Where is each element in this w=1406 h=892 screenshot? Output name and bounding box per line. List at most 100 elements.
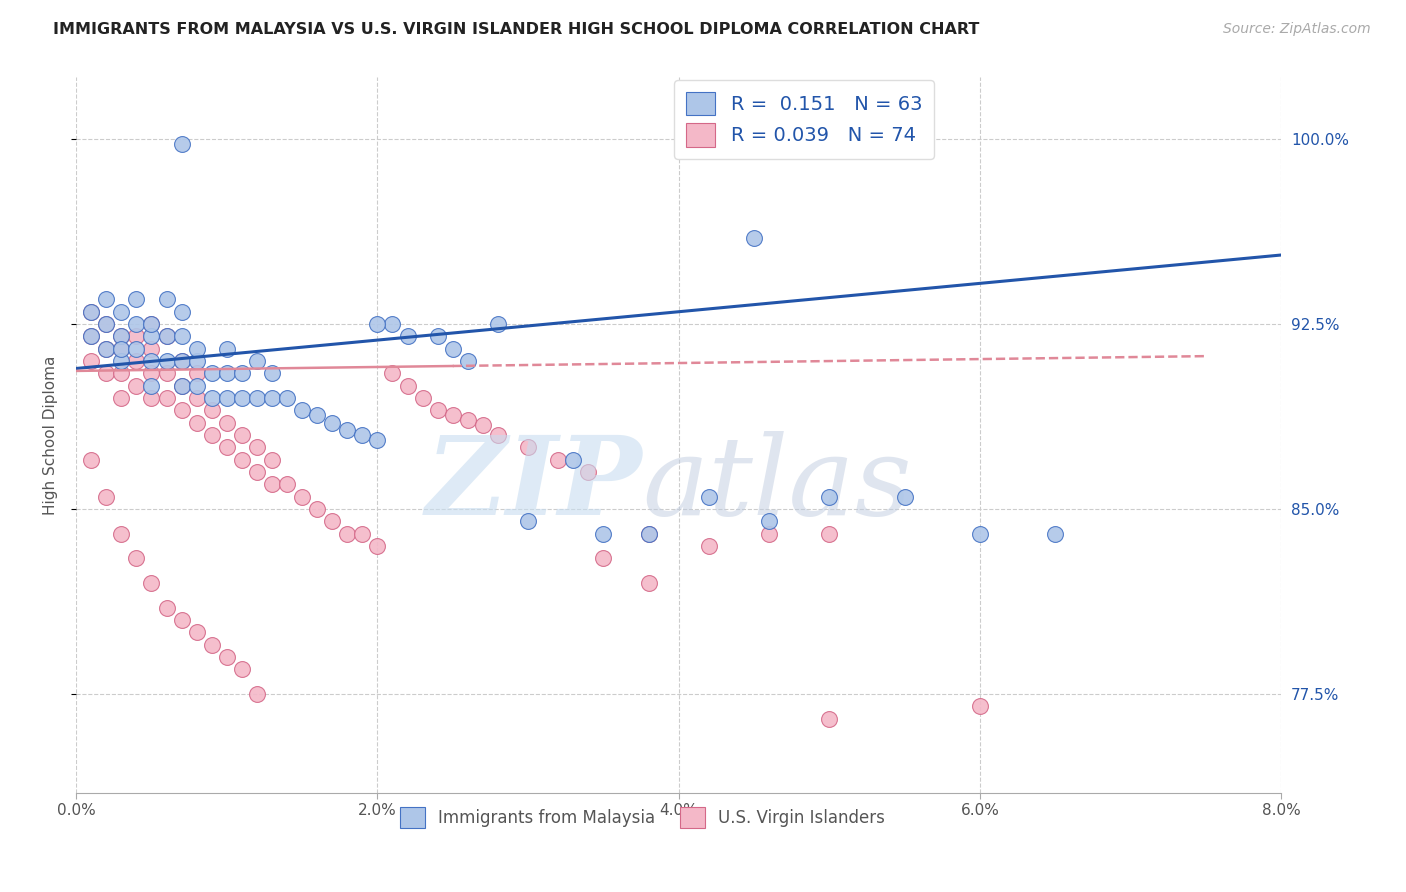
Point (186, 354, 208, 368)
Point (260, 391, 283, 405)
Point (141, 576, 163, 591)
Point (215, 441, 238, 455)
Point (110, 329, 132, 343)
Text: Source: ZipAtlas.com: Source: ZipAtlas.com (1223, 22, 1371, 37)
Point (186, 391, 208, 405)
Point (576, 465, 599, 479)
Point (186, 342, 208, 356)
Point (486, 428, 509, 442)
Point (637, 526, 659, 541)
Point (141, 329, 163, 343)
Point (186, 367, 208, 381)
Point (697, 539, 720, 553)
Point (125, 317, 148, 331)
Point (155, 329, 177, 343)
Text: ZIP: ZIP (426, 432, 643, 539)
Text: IMMIGRANTS FROM MALAYSIA VS U.S. VIRGIN ISLANDER HIGH SCHOOL DIPLOMA CORRELATION: IMMIGRANTS FROM MALAYSIA VS U.S. VIRGIN … (53, 22, 980, 37)
Point (155, 293, 177, 307)
Point (141, 317, 163, 331)
Point (231, 428, 253, 442)
Point (215, 650, 238, 665)
Point (246, 354, 269, 368)
Point (201, 403, 224, 417)
Point (307, 409, 329, 423)
Point (96, 490, 118, 504)
Point (155, 600, 177, 615)
Point (186, 625, 208, 640)
Point (260, 477, 283, 491)
Point (80, 304, 103, 318)
Point (366, 317, 388, 331)
Point (441, 409, 464, 423)
Point (110, 342, 132, 356)
Point (96, 367, 118, 381)
Point (1043, 526, 1066, 541)
Point (141, 367, 163, 381)
Point (260, 452, 283, 467)
Point (155, 329, 177, 343)
Point (201, 638, 224, 652)
Point (125, 551, 148, 566)
Point (381, 317, 404, 331)
Point (396, 378, 419, 392)
Point (457, 413, 479, 427)
Point (697, 490, 720, 504)
Point (276, 477, 298, 491)
Point (246, 441, 269, 455)
Point (170, 304, 193, 318)
Point (352, 526, 374, 541)
Point (80, 329, 103, 343)
Point (110, 329, 132, 343)
Legend: Immigrants from Malaysia, U.S. Virgin Islanders: Immigrants from Malaysia, U.S. Virgin Is… (394, 801, 891, 834)
Point (125, 378, 148, 392)
Point (96, 342, 118, 356)
Point (155, 391, 177, 405)
Point (457, 354, 479, 368)
Point (215, 367, 238, 381)
Point (366, 539, 388, 553)
Point (170, 613, 193, 627)
Point (758, 526, 780, 541)
Point (170, 354, 193, 368)
Point (96, 293, 118, 307)
Point (110, 367, 132, 381)
Point (426, 403, 449, 417)
Point (381, 367, 404, 381)
Point (246, 687, 269, 701)
Point (186, 378, 208, 392)
Point (80, 304, 103, 318)
Point (80, 329, 103, 343)
Point (141, 354, 163, 368)
Point (155, 354, 177, 368)
Point (592, 526, 614, 541)
Point (246, 391, 269, 405)
Point (426, 329, 449, 343)
Point (336, 423, 359, 437)
Point (110, 391, 132, 405)
Point (592, 551, 614, 566)
Point (96, 342, 118, 356)
Point (231, 662, 253, 676)
Point (80, 452, 103, 467)
Point (110, 526, 132, 541)
Point (141, 342, 163, 356)
Point (517, 441, 540, 455)
Point (336, 526, 359, 541)
Point (110, 304, 132, 318)
Point (170, 378, 193, 392)
Point (96, 317, 118, 331)
Point (170, 378, 193, 392)
Point (893, 490, 915, 504)
Point (110, 342, 132, 356)
Point (352, 428, 374, 442)
Point (231, 452, 253, 467)
Point (231, 391, 253, 405)
Point (412, 391, 434, 405)
Point (125, 293, 148, 307)
Point (141, 391, 163, 405)
Point (486, 317, 509, 331)
Point (186, 416, 208, 430)
Point (215, 342, 238, 356)
Point (170, 403, 193, 417)
Point (471, 418, 494, 433)
